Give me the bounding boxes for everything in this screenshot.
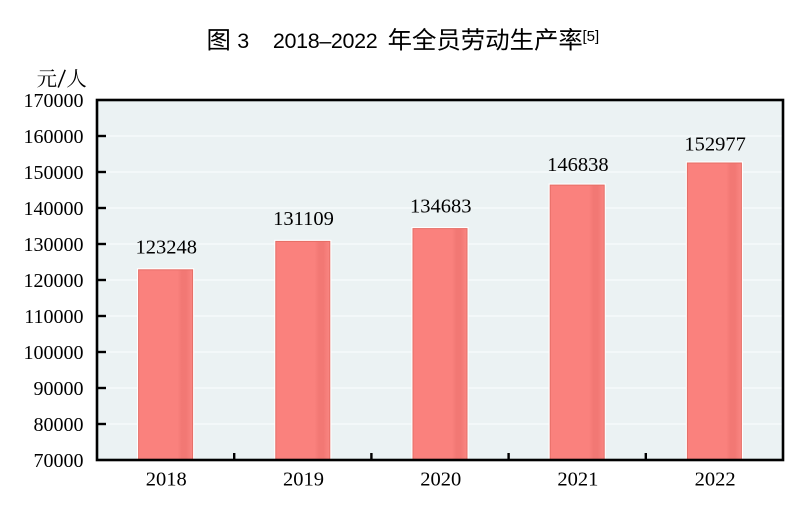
svg-text:150000: 150000	[24, 162, 84, 184]
svg-text:134683: 134683	[410, 195, 472, 217]
svg-text:131109: 131109	[273, 208, 334, 230]
svg-text:160000: 160000	[24, 126, 84, 148]
svg-text:90000: 90000	[34, 378, 84, 400]
svg-text:[5]: [5]	[583, 28, 600, 45]
svg-text:140000: 140000	[24, 198, 84, 220]
svg-text:80000: 80000	[34, 414, 84, 436]
svg-text:120000: 120000	[24, 270, 84, 292]
svg-text:2022: 2022	[695, 469, 736, 491]
svg-text:2020: 2020	[420, 469, 461, 491]
svg-text:110000: 110000	[24, 306, 83, 328]
svg-text:146838: 146838	[547, 154, 609, 176]
svg-text:130000: 130000	[24, 234, 84, 256]
svg-text:3: 3	[237, 29, 249, 53]
svg-text:2018: 2018	[146, 469, 187, 491]
svg-text:2019: 2019	[283, 469, 324, 491]
svg-text:2018–2022: 2018–2022	[273, 29, 377, 53]
svg-text:123248: 123248	[136, 236, 198, 258]
svg-text:2021: 2021	[557, 469, 598, 491]
svg-text:100000: 100000	[24, 342, 84, 364]
svg-text:152977: 152977	[684, 133, 746, 155]
svg-text:70000: 70000	[34, 450, 84, 472]
svg-text:170000: 170000	[24, 90, 84, 112]
